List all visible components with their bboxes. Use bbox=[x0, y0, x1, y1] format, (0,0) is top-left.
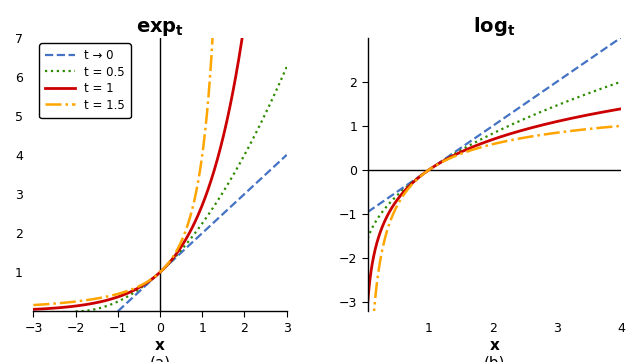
t → 0 bbox=[470, 136, 478, 141]
Text: (a): (a) bbox=[150, 355, 171, 362]
t = 1 bbox=[58, 305, 66, 310]
Line: t → 0: t → 0 bbox=[118, 155, 287, 311]
t → 0 bbox=[251, 182, 259, 187]
t = 0.5 bbox=[362, 247, 369, 252]
t = 1 bbox=[470, 144, 478, 148]
t → 0 bbox=[617, 35, 625, 40]
t = 0.5 bbox=[283, 65, 291, 69]
t = 1.5 bbox=[29, 303, 37, 307]
t = 1 bbox=[612, 108, 620, 112]
Line: t = 1: t = 1 bbox=[367, 109, 621, 323]
Text: (b): (b) bbox=[484, 355, 505, 362]
t = 1 bbox=[617, 107, 625, 111]
t = 0.5 bbox=[390, 196, 398, 200]
t = 0.5 bbox=[584, 91, 592, 96]
t = 1.5 bbox=[584, 127, 592, 131]
t = 1.5 bbox=[127, 288, 134, 292]
t = 1 bbox=[390, 202, 398, 206]
t = 1.5 bbox=[406, 185, 413, 189]
t = 1.5 bbox=[390, 209, 398, 213]
t → 0 bbox=[127, 298, 134, 302]
t = 0.5 bbox=[278, 76, 285, 80]
t = 1.5 bbox=[74, 299, 81, 303]
t = 0.5 bbox=[617, 80, 625, 84]
t = 0.5 bbox=[612, 81, 620, 86]
t = 1 bbox=[74, 304, 81, 308]
t → 0 bbox=[460, 144, 467, 148]
t = 1.5 bbox=[470, 147, 478, 151]
t → 0 bbox=[584, 58, 592, 62]
t = 1 bbox=[406, 184, 413, 188]
Line: t = 1.5: t = 1.5 bbox=[373, 126, 621, 324]
t = 1.5 bbox=[138, 283, 145, 287]
Line: t = 1.5: t = 1.5 bbox=[33, 18, 214, 305]
Line: t = 1: t = 1 bbox=[33, 18, 245, 310]
t → 0 bbox=[138, 287, 145, 291]
t = 0.5 bbox=[251, 134, 259, 138]
t = 1 bbox=[127, 290, 134, 294]
Title: $\mathbf{log_t}$: $\mathbf{log_t}$ bbox=[473, 15, 516, 38]
X-axis label: x: x bbox=[490, 337, 499, 353]
Line: t = 0.5: t = 0.5 bbox=[365, 82, 621, 249]
t = 0.5 bbox=[74, 309, 81, 313]
t → 0 bbox=[390, 191, 398, 196]
t = 1.5 bbox=[612, 124, 620, 129]
t = 0.5 bbox=[406, 182, 413, 186]
t = 1 bbox=[138, 284, 145, 288]
t → 0 bbox=[612, 39, 620, 43]
t = 1.5 bbox=[58, 301, 66, 305]
t → 0 bbox=[283, 153, 291, 157]
t = 1.5 bbox=[617, 124, 625, 128]
t = 0.5 bbox=[470, 140, 478, 145]
t = 0.5 bbox=[138, 285, 145, 290]
X-axis label: x: x bbox=[155, 337, 165, 353]
t = 1.5 bbox=[460, 151, 467, 155]
t = 0.5 bbox=[460, 147, 467, 151]
Line: t = 0.5: t = 0.5 bbox=[76, 67, 287, 311]
Legend: t → 0, t = 0.5, t = 1, t = 1.5: t → 0, t = 0.5, t = 1, t = 1.5 bbox=[39, 43, 131, 118]
t = 1 bbox=[460, 149, 467, 153]
t = 0.5 bbox=[127, 292, 134, 297]
t → 0 bbox=[278, 157, 285, 162]
t → 0 bbox=[362, 211, 369, 216]
t → 0 bbox=[406, 181, 413, 185]
t = 1 bbox=[29, 307, 37, 312]
Line: t → 0: t → 0 bbox=[365, 38, 621, 214]
Title: $\mathbf{exp_t}$: $\mathbf{exp_t}$ bbox=[136, 18, 184, 38]
t = 1 bbox=[584, 113, 592, 117]
